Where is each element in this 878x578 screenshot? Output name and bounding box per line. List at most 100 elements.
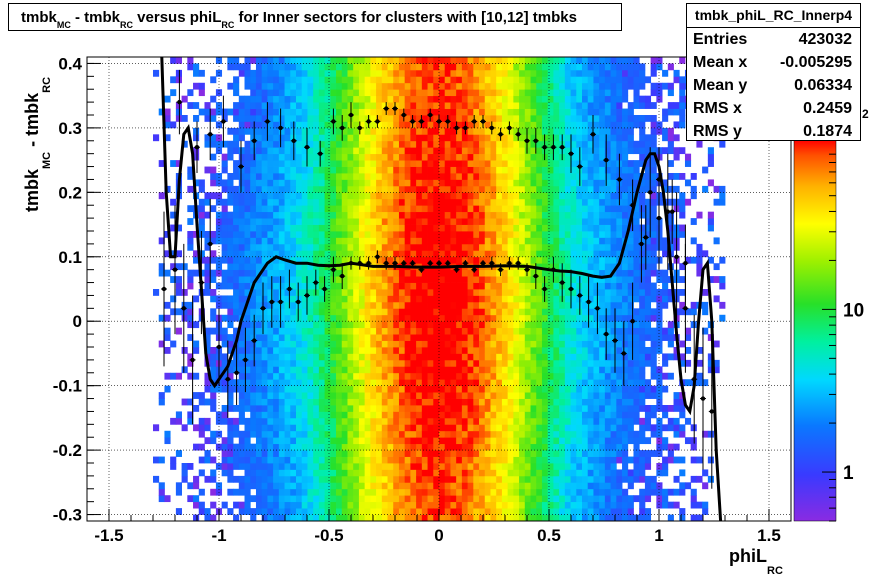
heatmap-cell [387, 379, 394, 387]
heatmap-cell [467, 192, 474, 200]
heatmap-cell [393, 327, 400, 335]
heatmap-cell [227, 198, 234, 206]
heatmap-cell [313, 140, 320, 148]
heatmap-cell [416, 385, 423, 393]
heatmap-cell [570, 424, 577, 432]
heatmap-cell [376, 82, 383, 90]
heatmap-cell [227, 430, 234, 438]
heatmap-cell [593, 243, 600, 251]
heatmap-cell [547, 192, 554, 200]
heatmap-cell [479, 327, 486, 335]
heatmap-cell [519, 347, 526, 354]
heatmap-cell [541, 237, 549, 245]
heatmap-cell [582, 140, 589, 148]
heatmap-cell [278, 327, 285, 335]
heatmap-cell [381, 385, 388, 393]
heatmap-cell [381, 115, 388, 122]
heatmap-cell [456, 108, 463, 116]
heatmap-cell [364, 314, 371, 322]
heatmap-cell [404, 153, 411, 161]
heatmap-cell [341, 437, 348, 445]
heatmap-cell [416, 205, 423, 213]
heatmap-cell [341, 359, 348, 367]
heatmap-cell [536, 327, 543, 335]
heatmap-cell [193, 340, 200, 348]
heatmap-cell [421, 392, 428, 399]
heatmap-cell [376, 366, 383, 374]
heatmap-cell [501, 411, 509, 419]
heatmap-cell [198, 89, 205, 97]
heatmap-cell [479, 495, 486, 503]
heatmap-cell [439, 340, 446, 348]
heatmap-cell [284, 469, 291, 477]
heatmap-cell [393, 153, 400, 161]
heatmap-cell [250, 314, 257, 322]
heatmap-cell [553, 269, 560, 277]
heatmap-cell [381, 218, 388, 225]
heatmap-cell [250, 115, 257, 122]
heatmap-cell [421, 243, 428, 251]
heatmap-cell [324, 166, 331, 174]
heatmap-cell [541, 379, 549, 387]
heatmap-cell [582, 334, 589, 341]
heatmap-cell [416, 314, 423, 322]
heatmap-cell [501, 501, 509, 509]
heatmap-cell [490, 237, 497, 245]
heatmap-cell [278, 308, 285, 316]
heatmap-cell [347, 321, 354, 329]
heatmap-cell [416, 147, 423, 155]
heatmap-cell [273, 250, 280, 258]
heatmap-cell [364, 450, 371, 457]
heatmap-cell [353, 475, 360, 483]
heatmap-cell [387, 411, 394, 419]
heatmap-cell [313, 372, 320, 380]
heatmap-cell [370, 69, 377, 77]
heatmap-cell [461, 289, 468, 296]
heatmap-cell [576, 463, 583, 470]
heatmap-cell [364, 301, 371, 309]
heatmap-cell [330, 192, 337, 200]
heatmap-cell [273, 289, 280, 296]
heatmap-cell [519, 127, 526, 135]
heatmap-cell [421, 89, 428, 97]
heatmap-cell [244, 205, 251, 213]
heatmap-cell [576, 250, 583, 258]
heatmap-cell [255, 76, 263, 84]
heatmap-cell [564, 424, 571, 432]
heatmap-cell [427, 76, 434, 84]
heatmap-cell [330, 463, 337, 470]
heatmap-cell [358, 327, 366, 335]
heatmap-cell [381, 69, 388, 77]
heatmap-cell [524, 385, 531, 393]
heatmap-cell [244, 263, 251, 271]
heatmap-cell [496, 147, 503, 155]
heatmap-cell [301, 463, 308, 470]
heatmap-cell [278, 166, 285, 174]
heatmap-cell [284, 224, 291, 232]
heatmap-cell [576, 121, 583, 129]
heatmap-cell [421, 366, 428, 374]
heatmap-cell [587, 372, 594, 380]
heatmap-cell [582, 314, 589, 322]
heatmap-cell [244, 237, 251, 245]
heatmap-cell [570, 89, 577, 97]
heatmap-cell [536, 340, 543, 348]
heatmap-cell [381, 488, 388, 496]
heatmap-cell [324, 127, 331, 135]
heatmap-cell [358, 263, 366, 271]
heatmap-cell [484, 121, 491, 129]
heatmap-cell [513, 63, 520, 71]
heatmap-cell [238, 501, 245, 509]
heatmap-cell [330, 179, 337, 187]
heatmap-cell [439, 147, 446, 155]
heatmap-cell [524, 379, 531, 387]
heatmap-cell [370, 147, 377, 155]
heatmap-cell [490, 411, 497, 419]
heatmap-cell [284, 82, 291, 90]
heatmap-cell [416, 308, 423, 316]
heatmap-cell [221, 372, 228, 380]
heatmap-cell [456, 353, 463, 361]
heatmap-cell [484, 424, 491, 432]
heatmap-cell [524, 359, 531, 367]
heatmap-cell [496, 89, 503, 97]
